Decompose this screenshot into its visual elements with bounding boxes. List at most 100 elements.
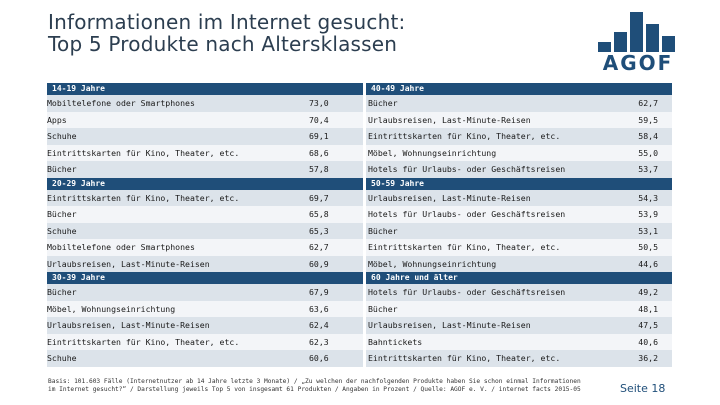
section-header-row: 20-29 Jahre 50-59 Jahre [47, 177, 672, 190]
percent-value: 53,1 [638, 225, 658, 236]
product-name: Urlaubsreisen, Last-Minute-Reisen [368, 192, 531, 203]
logo-bar-2 [614, 32, 627, 52]
product-name: Urlaubsreisen, Last-Minute-Reisen [47, 258, 210, 269]
column-gap [363, 222, 366, 239]
percent-value: 69,7 [309, 192, 329, 203]
table-row: Schuhe 69,1 Eintrittskarten für Kino, Thea… [47, 128, 672, 145]
age-group-header: 60 Jahre und älter [366, 272, 672, 284]
column-gap [363, 333, 366, 350]
table-row: Eintrittskarten für Kino, Theater, etc. 6… [47, 189, 672, 206]
product-name: Eintrittskarten für Kino, Theater, etc. [368, 131, 561, 142]
product-name: Urlaubsreisen, Last-Minute-Reisen [47, 320, 210, 331]
product-name: Bücher [368, 303, 398, 314]
product-name: Hotels für Urlaubs- oder Geschäftsreisen [368, 287, 566, 298]
column-gap [363, 128, 366, 145]
table-row: Eintrittskarten für Kino, Theater, etc. 6… [47, 333, 672, 350]
percent-value: 49,2 [638, 287, 658, 298]
product-name: Eintrittskarten für Kino, Theater, etc. [47, 336, 240, 347]
table-row: Urlaubsreisen, Last-Minute-Reisen 60,9 Möb… [47, 255, 672, 272]
logo-bars-icon [598, 10, 678, 52]
percent-value: 53,7 [638, 164, 658, 175]
title-line-2: Top 5 Produkte nach Altersklassen [48, 32, 398, 56]
logo-bar-3 [630, 12, 643, 52]
percent-value: 62,3 [309, 336, 329, 347]
percent-value: 65,8 [309, 209, 329, 220]
column-gap [363, 239, 366, 256]
percent-value: 60,9 [309, 258, 329, 269]
percent-value: 70,4 [309, 114, 329, 125]
percent-value: 65,3 [309, 225, 329, 236]
table-row: Eintrittskarten für Kino, Theater, etc. 6… [47, 144, 672, 161]
section-header-row: 14-19 Jahre 40-49 Jahre [47, 83, 672, 95]
product-name: Urlaubsreisen, Last-Minute-Reisen [368, 114, 531, 125]
product-name: Möbel, Wohnungseinrichtung [47, 303, 176, 314]
percent-value: 48,1 [638, 303, 658, 314]
percent-value: 40,6 [638, 336, 658, 347]
product-name: Hotels für Urlaubs- oder Geschäftsreisen [368, 164, 566, 175]
percent-value: 68,6 [309, 147, 329, 158]
page-title: Informationen im Internet gesucht: Top 5… [48, 11, 568, 55]
table-row: Bücher 67,9 Hotels für Urlaubs- oder Gesch… [47, 284, 672, 301]
column-gap [363, 144, 366, 161]
product-name: Eintrittskarten für Kino, Theater, etc. [368, 242, 561, 253]
footnote-line-1: Basis: 101.603 Fälle (Internetnutzer ab … [48, 378, 581, 385]
table-row: Mobiltelefone oder Smartphones 73,0 Bücher… [47, 95, 672, 112]
column-gap [363, 189, 366, 206]
table-row: Möbel, Wohnungseinrichtung 63,6 Bücher 48,1 [47, 300, 672, 317]
percent-value: 62,7 [638, 98, 658, 109]
percent-value: 47,5 [638, 320, 658, 331]
percent-value: 53,9 [638, 209, 658, 220]
table-row: Urlaubsreisen, Last-Minute-Reisen 62,4 Url… [47, 317, 672, 334]
table-row: Bücher 57,8 Hotels für Urlaubs- oder Gesch… [47, 161, 672, 178]
product-name: Bücher [47, 287, 77, 298]
column-gap [363, 317, 366, 334]
footnote-line-2: im Internet gesucht?“ / Darstellung jewe… [48, 386, 581, 393]
table-row: Schuhe 60,6 Eintrittskarten für Kino, Thea… [47, 350, 672, 367]
table-row: Schuhe 65,3 Bücher 53,1 [47, 222, 672, 239]
column-gap [363, 206, 366, 223]
percent-value: 54,3 [638, 192, 658, 203]
product-name: Apps [47, 114, 67, 125]
age-group-header: 50-59 Jahre [366, 177, 672, 190]
column-gap [363, 350, 366, 367]
product-name: Bahntickets [368, 336, 423, 347]
product-name: Urlaubsreisen, Last-Minute-Reisen [368, 320, 531, 331]
product-name: Bücher [47, 164, 77, 175]
page-number: Seite 18 [620, 382, 666, 395]
percent-value: 44,6 [638, 258, 658, 269]
header-gap [363, 83, 366, 95]
product-name: Schuhe [47, 131, 77, 142]
product-name: Möbel, Wohnungseinrichtung [368, 147, 497, 158]
percent-value: 58,4 [638, 131, 658, 142]
percent-value: 59,5 [638, 114, 658, 125]
title-line-1: Informationen im Internet gesucht: [48, 10, 406, 34]
age-group-header: 20-29 Jahre [47, 177, 363, 190]
percent-value: 73,0 [309, 98, 329, 109]
product-name: Mobiltelefone oder Smartphones [47, 98, 195, 109]
header-gap [363, 272, 366, 284]
age-group-header: 30-39 Jahre [47, 272, 363, 284]
table-row: Apps 70,4 Urlaubsreisen, Last-Minute-Reise… [47, 111, 672, 128]
column-gap [363, 255, 366, 272]
percent-value: 50,5 [638, 242, 658, 253]
ranking-table: 14-19 Jahre 40-49 Jahre Mobiltelefone oder… [47, 83, 672, 367]
footnote: Basis: 101.603 Fälle (Internetnutzer ab … [48, 378, 588, 394]
header-gap [363, 177, 366, 190]
percent-value: 60,6 [309, 353, 329, 364]
column-gap [363, 95, 366, 112]
percent-value: 55,0 [638, 147, 658, 158]
product-name: Eintrittskarten für Kino, Theater, etc. [368, 353, 561, 364]
section-header-row: 30-39 Jahre 60 Jahre und älter [47, 272, 672, 284]
age-group-header: 14-19 Jahre [47, 83, 363, 95]
percent-value: 63,6 [309, 303, 329, 314]
percent-value: 62,7 [309, 242, 329, 253]
percent-value: 36,2 [638, 353, 658, 364]
column-gap [363, 284, 366, 301]
logo-bar-4 [646, 24, 659, 52]
agof-logo: AGOF [598, 10, 678, 75]
percent-value: 62,4 [309, 320, 329, 331]
product-name: Eintrittskarten für Kino, Theater, etc. [47, 147, 240, 158]
logo-text: AGOF [602, 51, 674, 75]
product-name: Mobiltelefone oder Smartphones [47, 242, 195, 253]
product-name: Möbel, Wohnungseinrichtung [368, 258, 497, 269]
